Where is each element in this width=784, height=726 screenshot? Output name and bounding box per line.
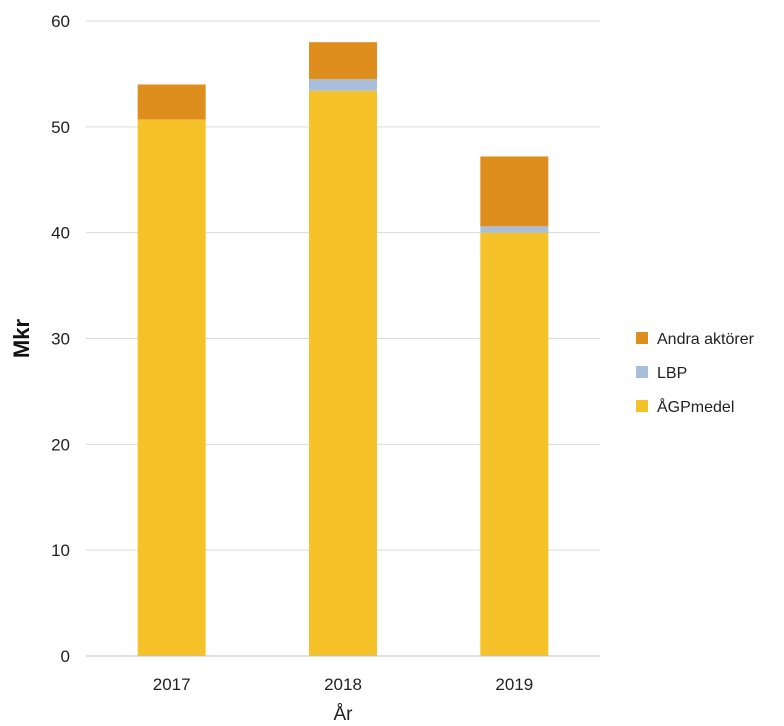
y-tick-label: 20 <box>51 435 70 454</box>
y-tick-label: 10 <box>51 541 70 560</box>
x-tick-label: 2018 <box>324 675 362 694</box>
legend-label: ÅGPmedel <box>657 397 734 416</box>
y-axis-ticks: 0 10 20 30 40 50 60 <box>51 12 70 666</box>
y-axis-title: Mkr <box>9 319 34 359</box>
x-tick-label: 2019 <box>495 675 533 694</box>
x-axis-ticks: 2017 2018 2019 <box>153 675 533 694</box>
bar-lbp-2018 <box>309 79 377 91</box>
legend-label: Andra aktörer <box>657 331 755 348</box>
legend-label: LBP <box>657 365 687 382</box>
y-tick-label: 50 <box>51 118 70 137</box>
bar-andra-aktörer-2018 <box>309 42 377 80</box>
x-tick-label: 2017 <box>153 675 191 694</box>
y-tick-label: 0 <box>61 647 70 666</box>
bar-ågpmedel-2018 <box>309 90 377 657</box>
bars <box>137 42 549 657</box>
bar-andra-aktörer-2019 <box>480 156 549 227</box>
y-tick-label: 60 <box>51 12 70 31</box>
bar-ågpmedel-2019 <box>480 232 549 656</box>
legend: Andra aktörer LBP ÅGPmedel <box>636 331 755 416</box>
bar-andra-aktörer-2017 <box>137 84 206 120</box>
y-tick-label: 30 <box>51 330 70 349</box>
legend-swatch <box>636 400 648 412</box>
legend-swatch <box>636 366 648 378</box>
legend-swatch <box>636 332 648 344</box>
bar-ågpmedel-2017 <box>137 119 206 657</box>
bar-lbp-2019 <box>480 226 549 233</box>
x-axis-title: År <box>334 704 354 725</box>
y-tick-label: 40 <box>51 224 70 243</box>
